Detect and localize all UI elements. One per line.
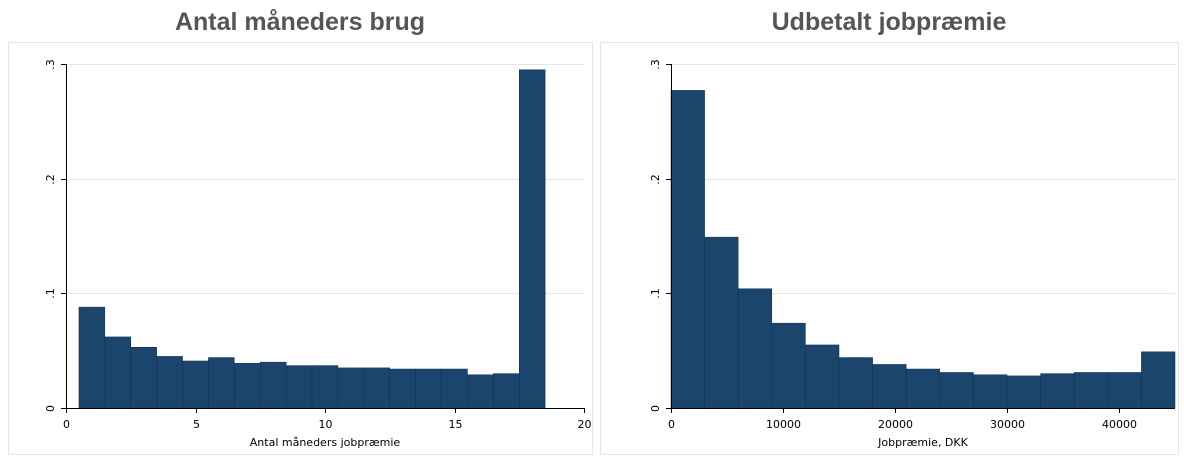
y-tick-label-left: .3 <box>44 59 57 70</box>
panel-frame-right <box>600 42 1179 455</box>
y-tick-label-right: .2 <box>649 174 662 185</box>
histogram-bar-right <box>838 357 873 409</box>
x-tick-label-left: 20 <box>578 418 592 431</box>
histogram-bar-left <box>285 365 313 409</box>
histogram-bar-right <box>670 90 705 409</box>
y-tick-label-left: .1 <box>44 288 57 299</box>
histogram-bar-right <box>1107 372 1142 409</box>
histogram-bar-left <box>415 368 442 409</box>
y-tick-label-right: .3 <box>649 59 662 70</box>
chart-title-right: Udbetalt jobpræmie <box>771 8 1007 36</box>
y-tick-label-left: 0 <box>44 405 57 412</box>
histogram-bar-right <box>771 322 806 409</box>
x-tick-label-right: 40000 <box>1102 418 1137 431</box>
histogram-bar-left <box>104 336 131 409</box>
x-tick-label-right: 20000 <box>878 418 913 431</box>
histogram-bar-left <box>389 368 416 409</box>
y-tick-label-right: .1 <box>649 288 662 299</box>
x-axis-title-left: Antal måneders jobpræmie <box>250 436 401 449</box>
histogram-bar-right <box>805 344 840 409</box>
x-tick-label-right: 0 <box>668 418 675 431</box>
histogram-bar-left <box>493 373 520 409</box>
histogram-bar-left <box>519 69 546 409</box>
y-tick-label-right: 0 <box>649 405 662 412</box>
histogram-bar-left <box>182 360 209 409</box>
x-tick-label-left: 10 <box>319 418 333 431</box>
histogram-bar-left <box>260 361 287 409</box>
x-tick-label-right: 10000 <box>766 418 801 431</box>
histogram-bar-left <box>441 368 468 409</box>
x-tick-label-left: 0 <box>63 418 70 431</box>
panel-frame-left <box>8 42 593 455</box>
histogram-bar-right <box>1040 373 1075 409</box>
histogram-bar-right <box>704 236 739 409</box>
x-axis-title-right: Jobpræmie, DKK <box>877 436 968 449</box>
x-tick-label-left: 15 <box>449 418 463 431</box>
histogram-bar-left <box>156 356 183 409</box>
histogram-bar-right <box>872 364 907 409</box>
histogram-bar-right <box>973 374 1008 409</box>
x-tick-label-right: 30000 <box>990 418 1025 431</box>
y-tick-label-left: .2 <box>44 174 57 185</box>
histogram-bar-left <box>234 363 261 409</box>
histogram-bar-right <box>1006 375 1041 409</box>
histogram-bar-left <box>78 306 106 409</box>
histogram-bar-left <box>337 367 365 409</box>
histogram-bar-right <box>1141 351 1176 409</box>
histogram-bar-right <box>905 368 941 409</box>
x-tick-label-left: 5 <box>193 418 200 431</box>
histogram-bar-right <box>737 288 773 409</box>
histogram-bar-right <box>1073 372 1109 409</box>
histogram-bar-right <box>939 372 974 409</box>
histogram-bar-left <box>363 367 391 409</box>
chart-title-left: Antal måneders brug <box>174 8 426 36</box>
histogram-bar-left <box>130 346 157 409</box>
histogram-bar-left <box>311 365 339 409</box>
histogram-bar-left <box>208 357 235 409</box>
histogram-bar-left <box>467 374 494 409</box>
